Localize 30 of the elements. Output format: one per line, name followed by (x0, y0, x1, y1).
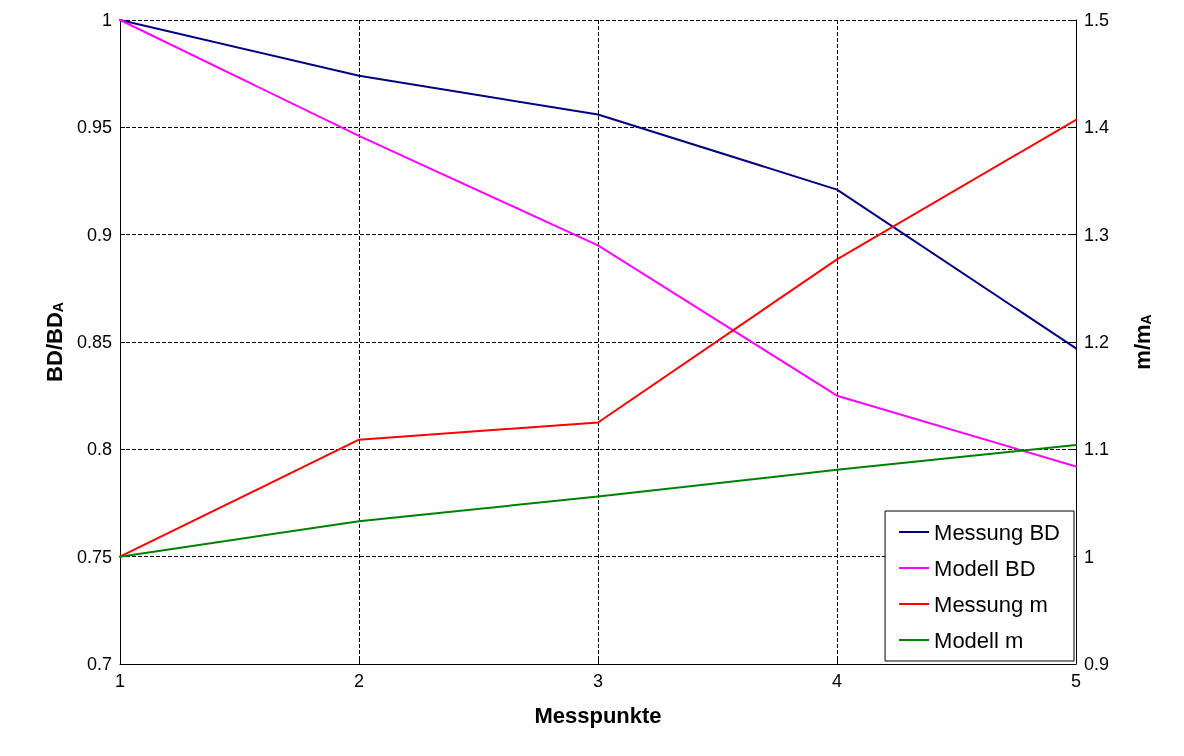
y-tick-label: 0.7 (86, 654, 112, 674)
legend-label: Modell m (934, 627, 1024, 653)
x-tick-label: 4 (831, 671, 843, 691)
legend-label: Modell BD (934, 555, 1036, 581)
y2-tick-label: 1.2 (1084, 332, 1110, 352)
y2-tick-label: 1.1 (1084, 439, 1110, 460)
y-tick-label: 0.9 (86, 224, 112, 245)
y2-tick-label: 1.5 (1084, 10, 1110, 30)
x-tick-label: 3 (592, 671, 604, 691)
y-tick-label: 0.8 (86, 439, 112, 460)
y2-tick-label: 1 (1084, 546, 1095, 567)
x-tick-label: 2 (353, 671, 365, 691)
x-axis-title: Messpunkte (534, 702, 662, 728)
y-tick-label: 0.75 (76, 546, 112, 567)
y-tick-label: 1 (101, 10, 112, 30)
line-series (119, 118, 1077, 558)
x-tick-label: 1 (114, 671, 126, 691)
legend-label: Messung BD (934, 519, 1061, 545)
line-series (119, 19, 1077, 468)
x-tick-label: 5 (1070, 671, 1082, 691)
y-axis-title: BD/BDA (41, 302, 67, 382)
y2-tick-label: 1.4 (1084, 117, 1110, 138)
y2-tick-label: 0.9 (1084, 654, 1110, 674)
legend-label: Messung m (934, 591, 1048, 617)
line-series (119, 444, 1077, 558)
y-tick-label: 0.85 (76, 332, 112, 352)
y2-axis-title: m/mA (1129, 314, 1155, 370)
y2-tick-label: 1.3 (1084, 224, 1110, 245)
line-series (119, 19, 1077, 350)
y-tick-label: 0.95 (76, 117, 112, 138)
